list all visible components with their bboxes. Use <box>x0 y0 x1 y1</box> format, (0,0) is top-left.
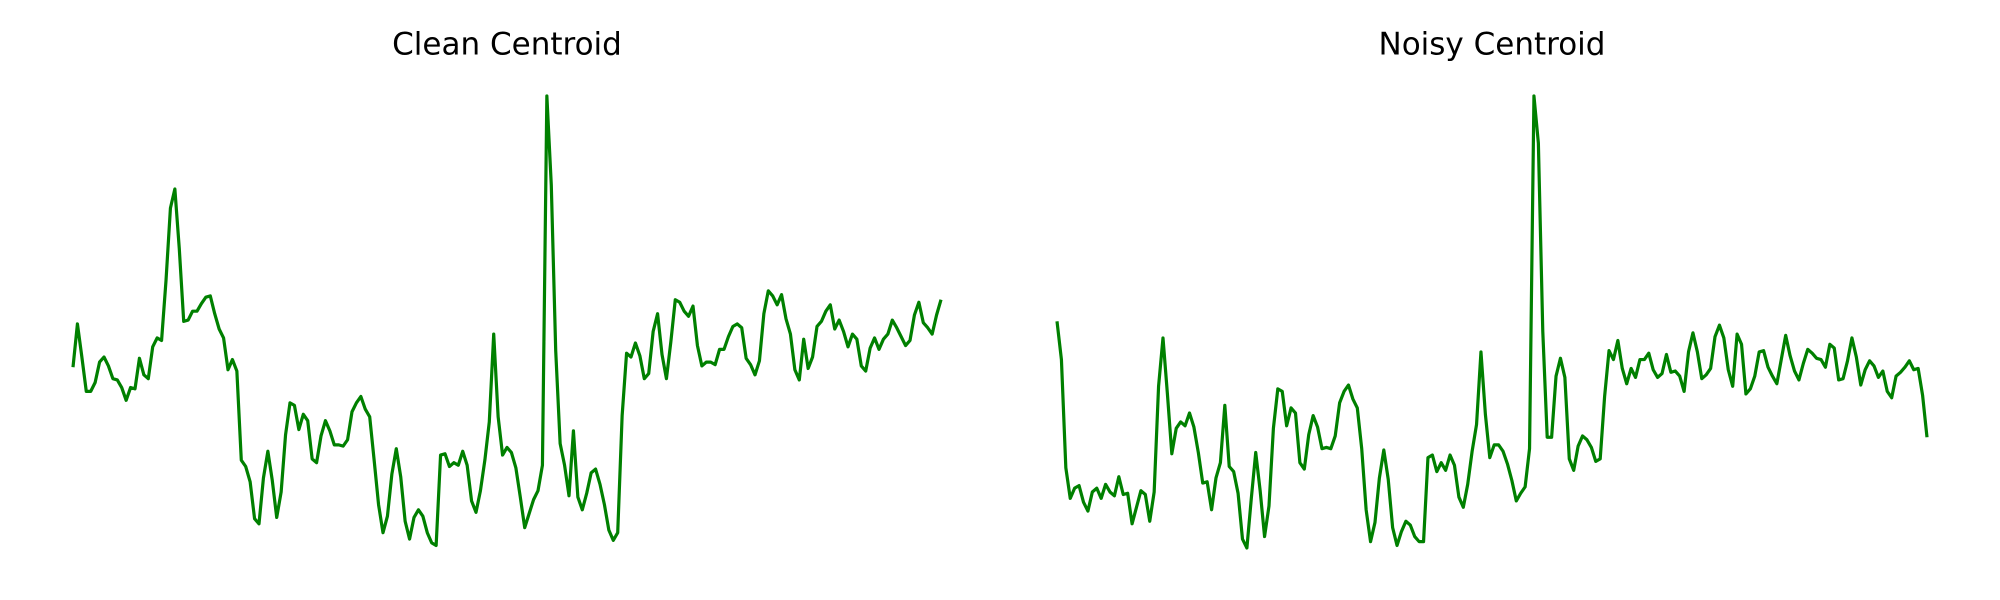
chart-title: Noisy Centroid <box>1379 27 1606 63</box>
data-line <box>1055 94 1929 550</box>
data-line <box>71 94 943 548</box>
chart-title: Clean Centroid <box>392 27 622 63</box>
